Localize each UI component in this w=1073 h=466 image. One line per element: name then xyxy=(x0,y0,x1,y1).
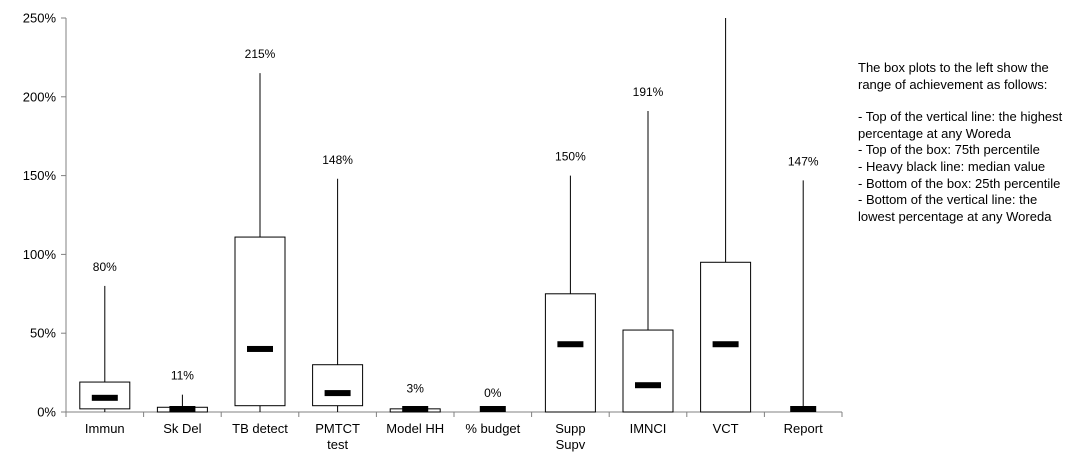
x-category-label: Report xyxy=(784,421,823,436)
x-category-label: VCT xyxy=(713,421,739,436)
max-value-label: 215% xyxy=(245,47,276,61)
max-value-label: 3% xyxy=(407,381,425,395)
iqr-box xyxy=(312,364,364,407)
max-value-label: 191% xyxy=(633,85,664,99)
median-marker xyxy=(479,406,506,412)
x-category-label: IMNCI xyxy=(630,421,667,436)
x-category-label: Sk Del xyxy=(163,421,201,436)
note-item-max: - Top of the vertical line: the highest … xyxy=(858,109,1063,141)
max-value-label: 148% xyxy=(322,153,353,167)
max-value-label: 80% xyxy=(93,260,117,274)
x-category-label: Model HH xyxy=(386,421,444,436)
note-item-q3: - Top of the box: 75th percentile xyxy=(858,142,1040,158)
chart-explanation-note: The box plots to the left show the range… xyxy=(858,60,1063,225)
y-tick-label: 200% xyxy=(23,89,57,104)
y-tick-label: 250% xyxy=(23,11,57,26)
iqr-box xyxy=(622,329,674,413)
median-marker xyxy=(91,394,118,401)
max-value-label: 147% xyxy=(788,154,819,168)
y-tick-label: 150% xyxy=(23,168,57,183)
median-marker xyxy=(402,406,429,412)
x-category-label: Supp Supv xyxy=(555,421,585,452)
iqr-box xyxy=(234,236,286,407)
note-item-q1: - Bottom of the box: 25th percentile xyxy=(858,175,1061,191)
y-tick-label: 100% xyxy=(23,247,57,262)
x-category-label: Immun xyxy=(85,421,125,436)
median-marker xyxy=(557,341,584,348)
median-marker xyxy=(169,406,196,412)
y-tick-label: 50% xyxy=(30,326,56,341)
iqr-box xyxy=(700,261,752,413)
iqr-box xyxy=(544,293,596,413)
y-tick-label: 0% xyxy=(37,405,56,420)
note-item-median: - Heavy black line: median value xyxy=(858,158,1046,174)
x-category-label: PMTCT test xyxy=(315,421,360,452)
x-category-label: TB detect xyxy=(232,421,288,436)
max-value-label: 0% xyxy=(484,386,502,400)
median-marker xyxy=(324,390,351,397)
note-item-min: - Bottom of the vertical line: the lowes… xyxy=(858,192,1052,224)
max-value-label: 150% xyxy=(555,150,586,164)
note-intro: The box plots to the left show the range… xyxy=(858,60,1049,92)
note-spacer xyxy=(858,93,1063,109)
median-marker xyxy=(635,382,661,389)
median-marker xyxy=(247,345,273,352)
median-marker xyxy=(790,406,817,412)
max-value-label: 11% xyxy=(171,369,194,383)
median-marker xyxy=(712,341,739,348)
x-category-label: % budget xyxy=(465,421,520,436)
